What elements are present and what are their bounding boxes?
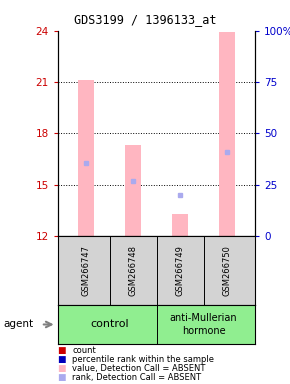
Text: GSM266748: GSM266748 (129, 245, 138, 296)
Text: GSM266749: GSM266749 (175, 245, 184, 296)
Text: anti-Mullerian
hormone: anti-Mullerian hormone (170, 313, 237, 336)
Text: ■: ■ (57, 364, 65, 373)
Bar (125, 146, 141, 236)
Text: GDS3199 / 1396133_at: GDS3199 / 1396133_at (74, 13, 216, 26)
Text: rank, Detection Call = ABSENT: rank, Detection Call = ABSENT (72, 373, 202, 382)
Text: ■: ■ (57, 346, 65, 355)
Bar (219, 32, 235, 236)
Text: ■: ■ (57, 373, 65, 382)
Text: GSM266747: GSM266747 (82, 245, 91, 296)
Bar (78, 80, 94, 236)
Text: value, Detection Call = ABSENT: value, Detection Call = ABSENT (72, 364, 206, 373)
Text: GSM266750: GSM266750 (222, 245, 231, 296)
Text: agent: agent (3, 319, 33, 329)
Text: percentile rank within the sample: percentile rank within the sample (72, 355, 215, 364)
Bar (172, 214, 188, 236)
Text: control: control (90, 319, 129, 329)
Text: ■: ■ (57, 355, 65, 364)
Text: count: count (72, 346, 96, 355)
